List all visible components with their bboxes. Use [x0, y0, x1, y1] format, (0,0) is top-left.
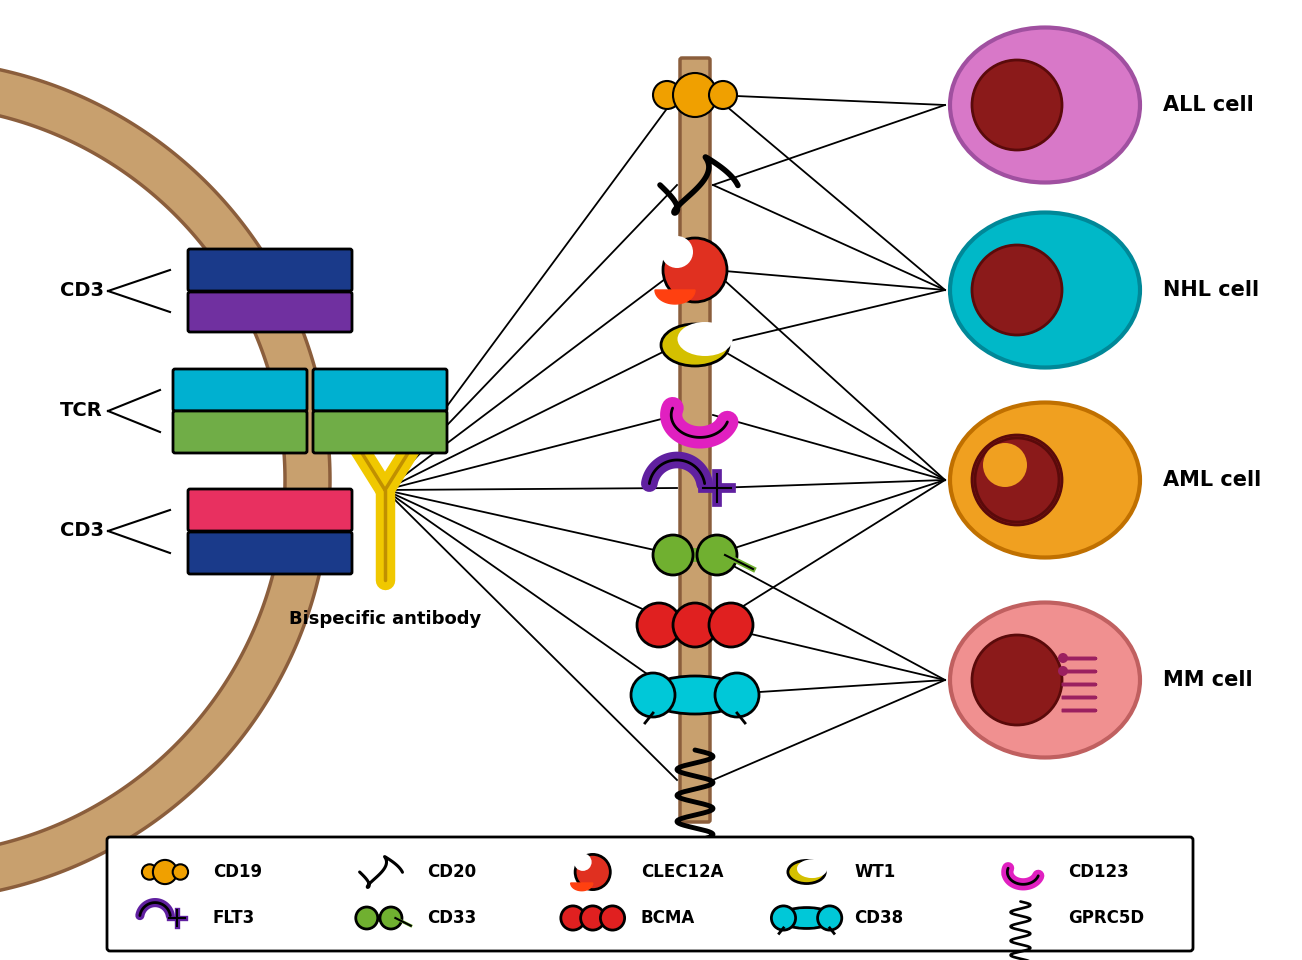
Polygon shape: [655, 290, 695, 304]
Circle shape: [715, 673, 759, 717]
Circle shape: [973, 60, 1062, 150]
Circle shape: [661, 236, 693, 268]
Text: CD19: CD19: [214, 863, 262, 881]
Ellipse shape: [661, 324, 729, 366]
Circle shape: [710, 603, 753, 647]
Text: WT1: WT1: [854, 863, 896, 881]
Circle shape: [142, 864, 158, 879]
FancyBboxPatch shape: [680, 58, 710, 822]
FancyBboxPatch shape: [312, 411, 447, 453]
Ellipse shape: [779, 907, 835, 928]
Circle shape: [1059, 666, 1068, 676]
Circle shape: [673, 73, 717, 117]
Circle shape: [654, 535, 693, 575]
Circle shape: [600, 906, 625, 930]
FancyBboxPatch shape: [173, 369, 307, 411]
Circle shape: [1059, 653, 1068, 663]
Circle shape: [631, 673, 674, 717]
Ellipse shape: [950, 212, 1141, 368]
FancyBboxPatch shape: [187, 292, 352, 332]
Circle shape: [575, 854, 611, 890]
Text: ALL cell: ALL cell: [1163, 95, 1254, 115]
Polygon shape: [0, 60, 329, 900]
Ellipse shape: [950, 28, 1141, 182]
FancyBboxPatch shape: [187, 532, 352, 574]
Circle shape: [710, 81, 737, 109]
Ellipse shape: [950, 603, 1141, 757]
FancyBboxPatch shape: [681, 681, 710, 709]
FancyBboxPatch shape: [107, 837, 1193, 951]
Ellipse shape: [788, 860, 825, 883]
Text: CD33: CD33: [427, 909, 477, 927]
Circle shape: [152, 860, 177, 884]
Circle shape: [697, 535, 737, 575]
Circle shape: [355, 907, 378, 929]
Circle shape: [380, 907, 402, 929]
Circle shape: [663, 238, 727, 302]
Circle shape: [818, 906, 842, 930]
Text: CD20: CD20: [427, 863, 477, 881]
Circle shape: [975, 438, 1059, 522]
FancyBboxPatch shape: [187, 489, 352, 531]
Text: BCMA: BCMA: [641, 909, 695, 927]
Text: MM cell: MM cell: [1163, 670, 1253, 690]
Circle shape: [983, 443, 1027, 487]
FancyBboxPatch shape: [173, 411, 307, 453]
Text: CD38: CD38: [854, 909, 904, 927]
Ellipse shape: [797, 859, 827, 878]
Ellipse shape: [677, 322, 733, 356]
Circle shape: [574, 853, 591, 871]
Text: NHL cell: NHL cell: [1163, 280, 1259, 300]
Circle shape: [561, 906, 585, 930]
Ellipse shape: [950, 402, 1141, 558]
Circle shape: [973, 245, 1062, 335]
Circle shape: [673, 603, 717, 647]
Circle shape: [581, 906, 605, 930]
Text: CD123: CD123: [1069, 863, 1129, 881]
Text: TCR: TCR: [60, 401, 103, 420]
Text: AML cell: AML cell: [1163, 470, 1262, 490]
Text: CD3: CD3: [60, 521, 104, 540]
Circle shape: [973, 635, 1062, 725]
Circle shape: [654, 81, 681, 109]
Text: GPRC5D: GPRC5D: [1069, 909, 1144, 927]
Text: CD3: CD3: [60, 281, 104, 300]
Circle shape: [973, 435, 1062, 525]
Circle shape: [637, 603, 681, 647]
Text: Bispecific antibody: Bispecific antibody: [289, 610, 482, 628]
Circle shape: [771, 906, 796, 930]
FancyBboxPatch shape: [798, 909, 815, 926]
FancyBboxPatch shape: [312, 369, 447, 411]
Polygon shape: [570, 883, 592, 891]
Text: CLEC12A: CLEC12A: [641, 863, 723, 881]
Circle shape: [173, 864, 187, 879]
Text: FLT3: FLT3: [214, 909, 255, 927]
FancyBboxPatch shape: [187, 249, 352, 291]
Ellipse shape: [644, 676, 745, 714]
